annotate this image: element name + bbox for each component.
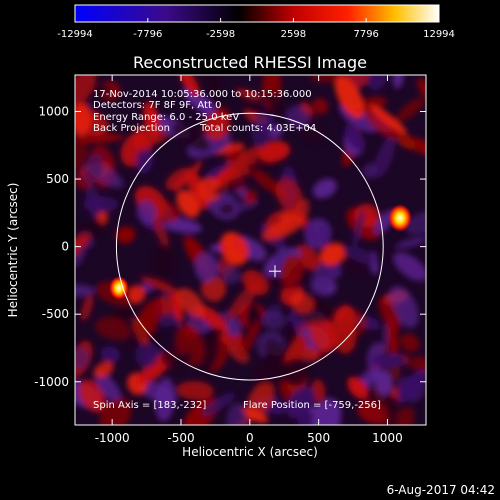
annotation-spin-axis: Spin Axis = [183,-232] [93, 400, 206, 411]
y-tick-label: -500 [42, 307, 69, 321]
plot-frame [74, 74, 427, 426]
x-tick-label: 0 [246, 431, 254, 445]
x-tick-label: 500 [307, 431, 330, 445]
x-axis-label: Heliocentric X (arcsec) [182, 445, 318, 459]
y-tick-label: 0 [61, 240, 69, 254]
hot-source-left [109, 276, 129, 300]
x-tick-label: -500 [167, 431, 194, 445]
footer-date: 6-Aug-2017 04:42 [387, 483, 495, 497]
solar-limb-circle [115, 112, 384, 381]
annotation-method: Back Projection [93, 123, 170, 134]
colorbar-tick-label: -7796 [133, 29, 162, 40]
colorbar-ticks: -12994 -7796 -2598 2598 7796 12994 [57, 18, 455, 40]
annotation-flare-position: Flare Position = [-759,-256] [243, 400, 381, 411]
center-cross-marker [269, 265, 282, 278]
plot-title: Reconstructed RHESSI Image [133, 53, 367, 72]
colorbar-tick-label: 7796 [353, 29, 378, 40]
annotation-energy: Energy Range: 6.0 - 25.0 keV [93, 112, 239, 123]
y-tick-label: -1000 [34, 375, 69, 389]
x-tick-label: -1000 [95, 431, 130, 445]
annotation-detectors: Detectors: 7F 8F 9F, Att 0 [93, 100, 221, 111]
colorbar-tick-label: 12994 [423, 29, 455, 40]
colorbar [74, 4, 440, 23]
x-tick-label: 1000 [372, 431, 403, 445]
hot-source-right [388, 204, 412, 232]
colorbar-tick-label: 2598 [281, 29, 306, 40]
colorbar-tick-label: -2598 [206, 29, 235, 40]
axes: -1000 -500 0 500 1000 1000 500 0 -500 -1000 [34, 75, 426, 445]
colorbar-tick-label: -12994 [57, 29, 92, 40]
annotation-time: 17-Nov-2014 10:05:36.000 to 10:15:36.000 [93, 89, 312, 100]
y-tick-label: 500 [46, 172, 69, 186]
y-tick-label: 1000 [38, 104, 69, 118]
annotation-counts: Total counts: 4.03E+04 [199, 123, 316, 134]
y-axis-label: Heliocentric Y (arcsec) [6, 183, 20, 318]
